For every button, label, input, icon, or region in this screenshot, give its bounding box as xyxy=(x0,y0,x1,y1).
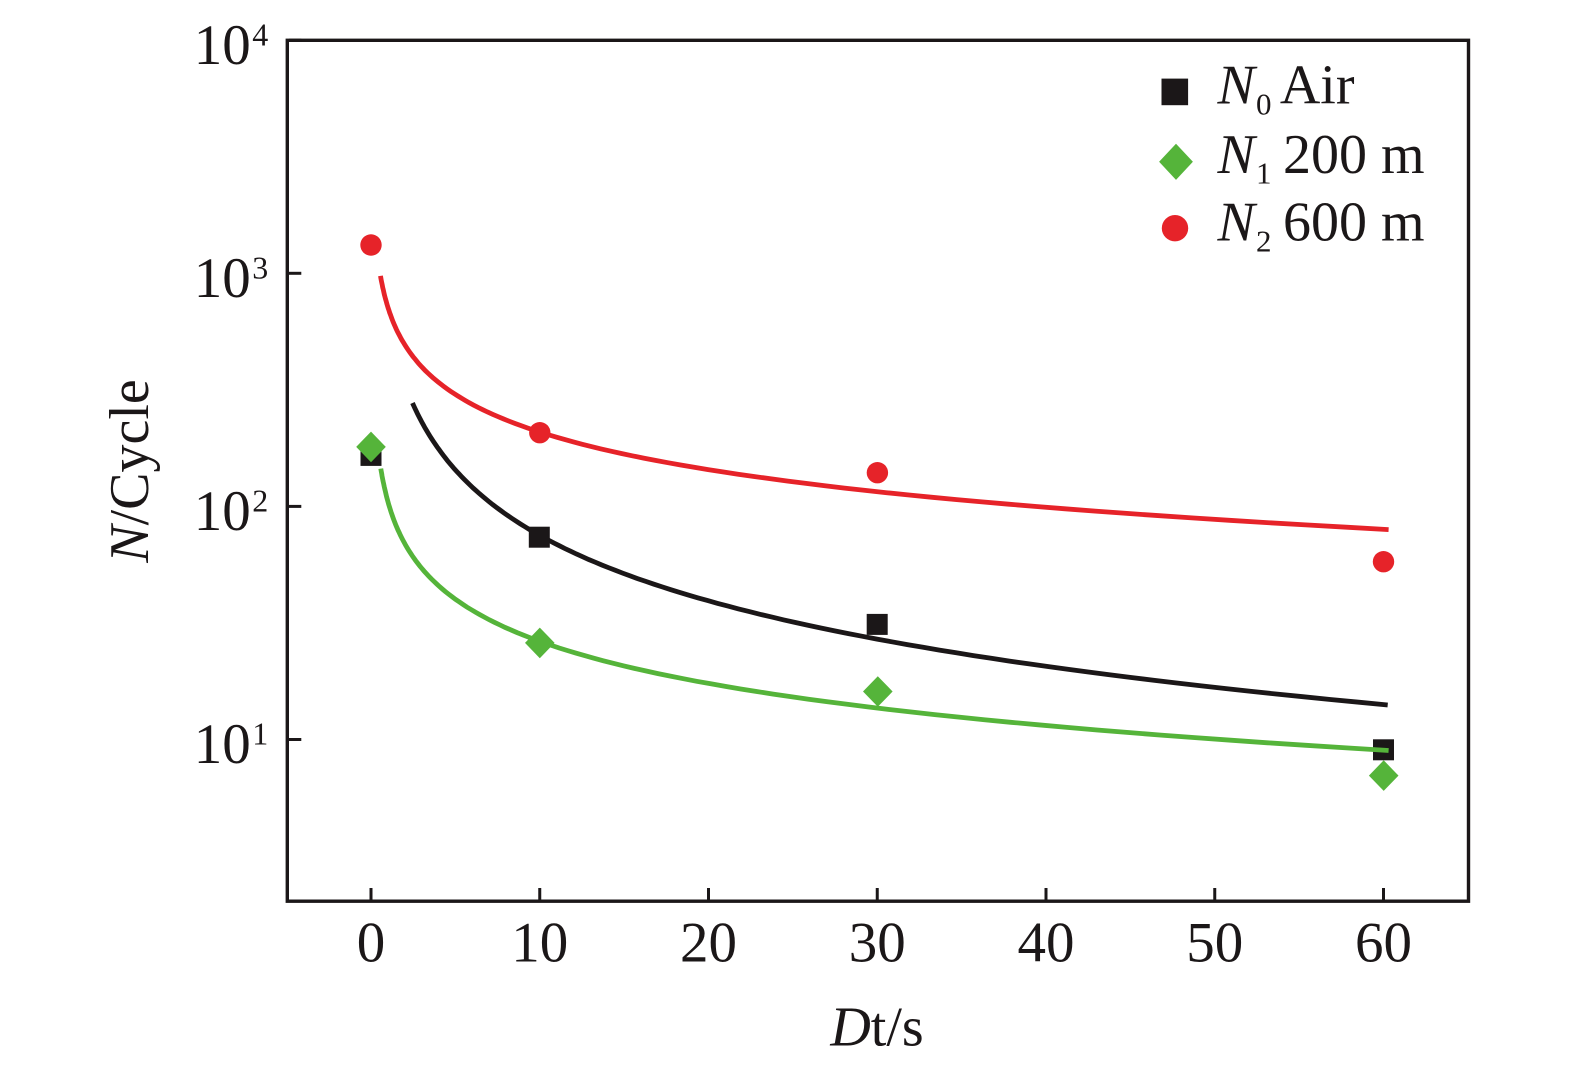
svg-text:N/Cycle: N/Cycle xyxy=(99,379,161,564)
svg-text:0: 0 xyxy=(357,912,386,975)
svg-text:20: 20 xyxy=(680,912,737,975)
svg-text:N0 Air: N0 Air xyxy=(1217,55,1355,122)
svg-text:N1 200 m: N1 200 m xyxy=(1217,124,1425,191)
svg-text:N2 600 m: N2 600 m xyxy=(1217,192,1425,259)
svg-text:40: 40 xyxy=(1018,912,1075,975)
svg-text:10: 10 xyxy=(511,912,568,975)
svg-text:50: 50 xyxy=(1186,912,1243,975)
svg-text:60: 60 xyxy=(1355,912,1412,975)
svg-text:30: 30 xyxy=(849,912,906,975)
svg-text:Dt/s: Dt/s xyxy=(829,997,923,1059)
